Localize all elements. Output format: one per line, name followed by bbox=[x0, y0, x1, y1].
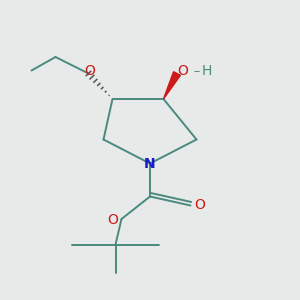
Text: H: H bbox=[202, 64, 212, 78]
Polygon shape bbox=[164, 72, 180, 99]
Text: –: – bbox=[194, 64, 200, 78]
Text: O: O bbox=[108, 214, 118, 227]
Text: O: O bbox=[195, 198, 206, 212]
Text: N: N bbox=[144, 157, 156, 170]
Text: O: O bbox=[85, 64, 95, 78]
Text: O: O bbox=[177, 64, 188, 78]
